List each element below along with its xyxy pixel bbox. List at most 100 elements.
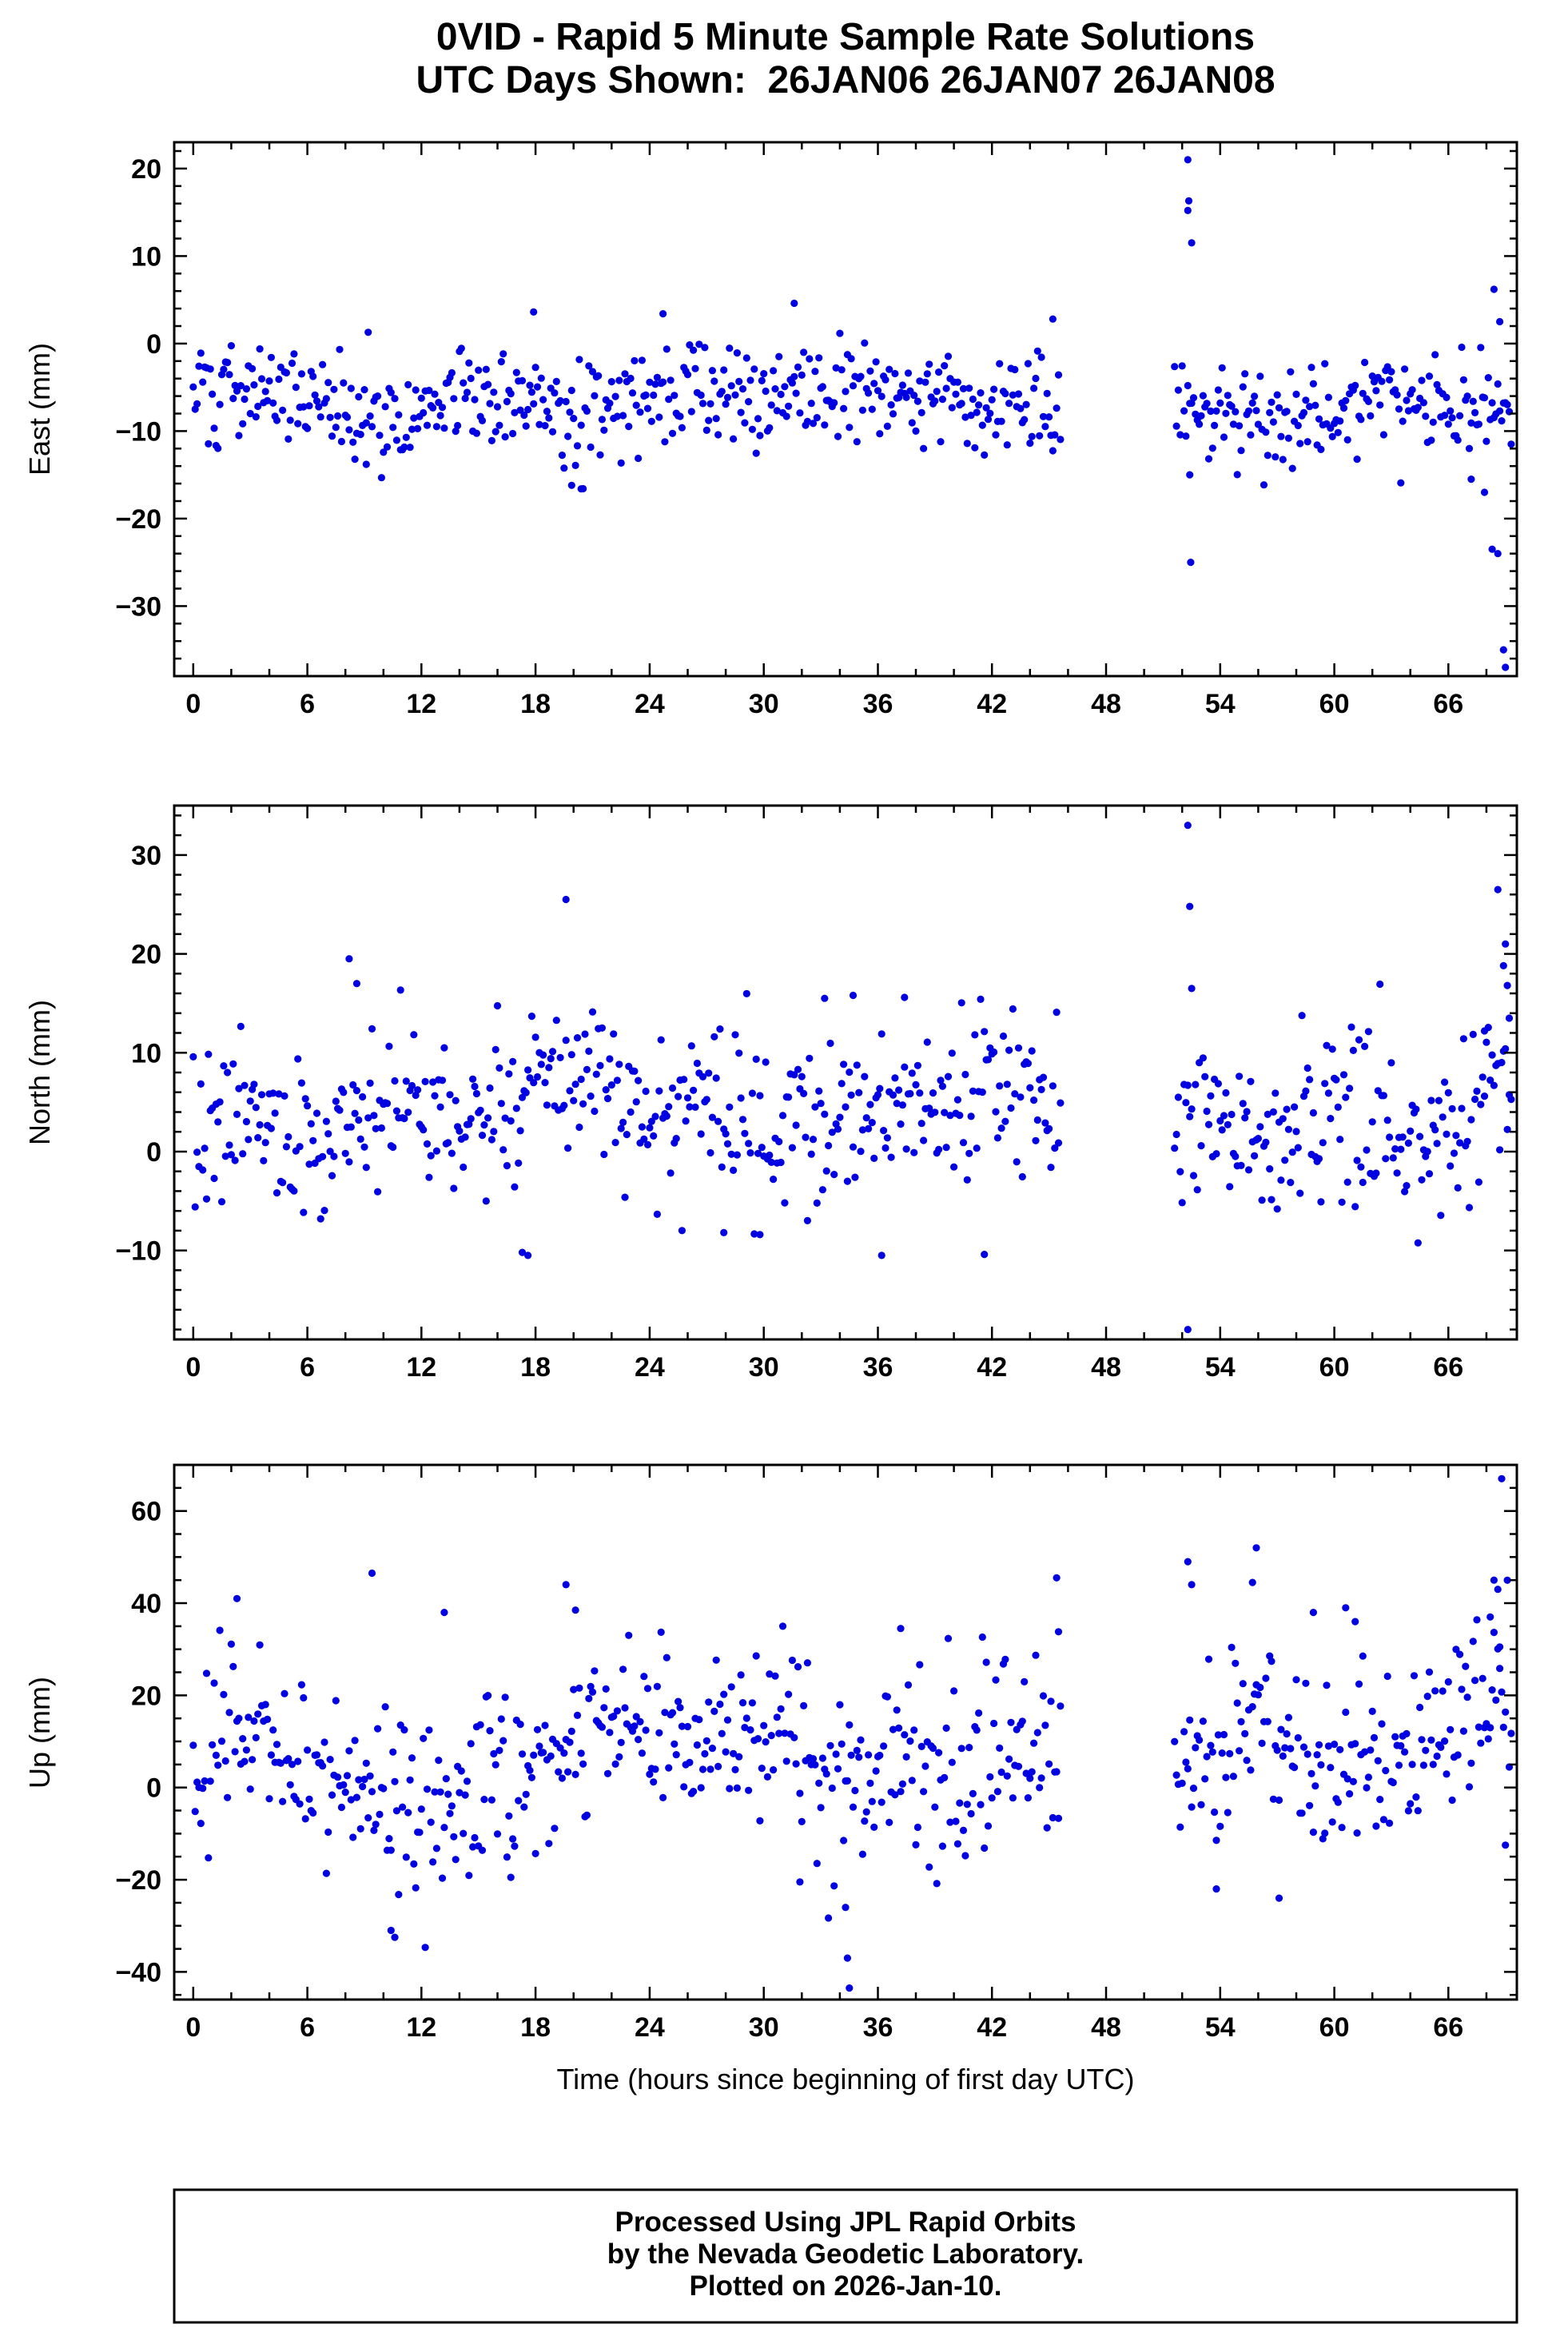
data-point [687,1042,695,1050]
data-point [1273,391,1281,399]
data-point [1343,436,1351,444]
data-point [1351,1740,1359,1748]
data-point [376,432,384,440]
data-point [491,428,499,436]
data-point [1258,1739,1266,1747]
data-point [328,432,336,440]
data-point [484,380,492,388]
data-point [1172,422,1180,430]
data-point [566,408,574,416]
data-point [798,371,806,379]
data-point [380,448,388,456]
data-point [343,413,352,421]
data-point [796,1789,804,1797]
data-point [1032,1651,1040,1659]
data-point [520,411,528,420]
data-point [1294,1733,1302,1742]
data-point [392,436,400,444]
data-point [623,1131,631,1139]
data-point [221,1757,229,1765]
data-point [330,385,338,393]
data-point [1313,1751,1321,1759]
data-point [830,1882,838,1890]
data-point [912,1080,920,1088]
data-point [638,1123,647,1131]
data-point [1382,1155,1390,1163]
data-point [1378,377,1386,385]
data-point [598,1723,607,1731]
data-point [591,1107,599,1116]
data-point [766,424,774,432]
data-point [1216,1822,1224,1830]
data-point [770,1766,778,1774]
data-point [239,420,247,428]
data-point [417,1805,425,1813]
data-point-outlier [1188,985,1196,993]
data-point [1441,412,1449,420]
data-point [698,1072,707,1080]
data-point [1024,360,1032,368]
data-point [562,1037,570,1045]
data-point [865,1124,873,1132]
data-point [1243,1108,1251,1116]
data-point [351,456,359,464]
data-point [1336,1745,1344,1753]
data-point [792,1121,800,1129]
data-point [781,1199,789,1207]
data-point [579,1760,587,1768]
data-point [665,396,673,404]
ticks [174,142,1517,678]
data-point [904,1681,913,1689]
data-point [858,1850,866,1858]
data-point [436,1103,444,1111]
data-point [340,379,348,387]
data-point [288,1761,296,1769]
data-point [910,1148,918,1156]
data-point [695,1716,703,1724]
data-point [501,1693,509,1701]
data-point [1496,1665,1504,1673]
data-point [963,1801,971,1809]
data-point [935,1145,943,1153]
data-point [727,1150,735,1158]
data-point [246,409,254,418]
data-point [400,443,408,452]
data-point [941,1108,949,1116]
data-point [1307,364,1315,372]
data-point [320,1207,328,1215]
data-point [1419,1761,1427,1769]
x-tick-label: 6 [300,689,315,719]
data-point [250,381,258,389]
data-point [606,1055,614,1063]
data-point [490,1128,498,1136]
data-point [476,1721,484,1729]
data-point [460,379,468,387]
data-point [438,1076,447,1084]
data-point [285,1755,293,1763]
data-point [1028,1047,1036,1055]
data-point [912,427,920,436]
data-point [1507,440,1515,448]
data-point [562,397,570,406]
data-point [957,1745,965,1753]
data-point-outlier [518,1248,527,1256]
data-point [567,1051,575,1059]
data-point [999,1032,1008,1041]
data-point [726,1103,734,1111]
data-point [727,382,735,390]
data-point [1496,1146,1504,1154]
data-point [560,464,568,472]
data-point [193,1148,201,1156]
data-point [461,394,469,403]
data-point [237,1022,245,1030]
data-point [1306,1801,1314,1809]
data-point [1196,1736,1204,1744]
data-point [1192,1080,1200,1088]
data-point [311,391,319,399]
data-point [560,1749,568,1757]
data-point [224,1793,232,1801]
data-point [1269,1795,1277,1803]
data-point [1490,1081,1498,1089]
data-point [625,423,633,431]
data-point [1192,1744,1200,1752]
